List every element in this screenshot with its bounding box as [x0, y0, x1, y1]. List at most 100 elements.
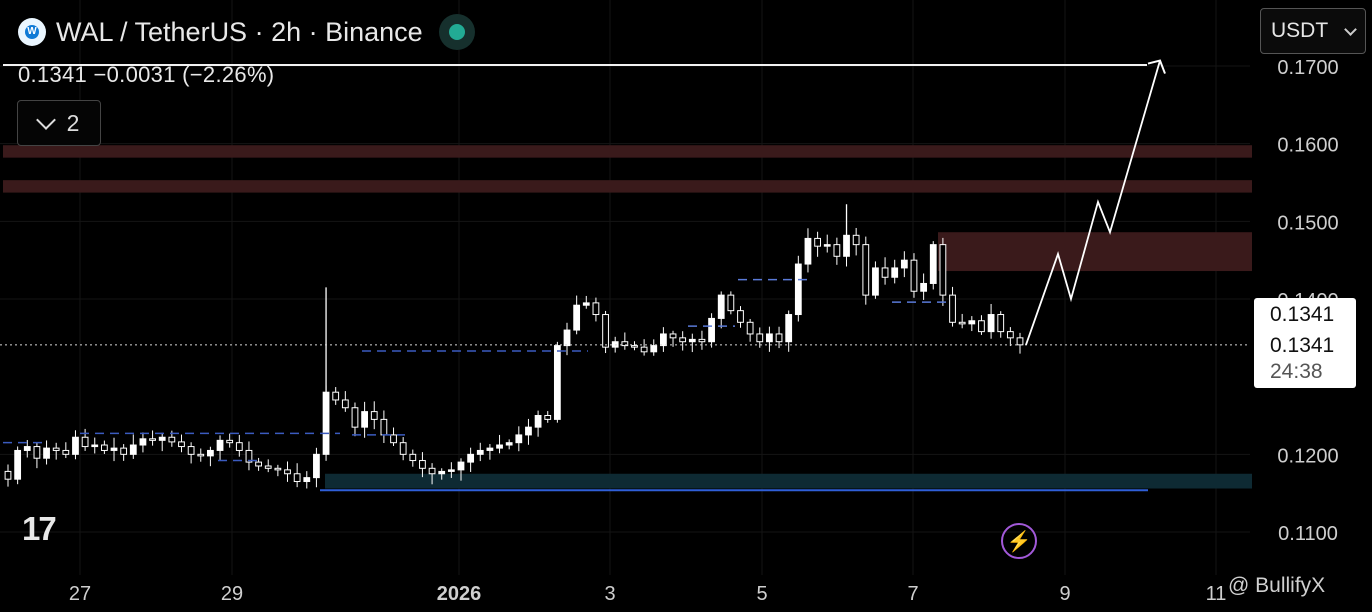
candle-body — [775, 333, 783, 343]
candle-body — [274, 467, 282, 471]
candle-body — [708, 317, 715, 343]
candle-body — [207, 449, 214, 457]
candle-body — [91, 444, 99, 448]
candle-body — [717, 294, 725, 319]
currency-selector[interactable]: USDT — [1260, 8, 1366, 54]
candle-body — [264, 465, 272, 469]
candle-body — [284, 469, 291, 475]
candle-body — [659, 333, 667, 347]
candle-body — [332, 391, 340, 401]
candle-body — [178, 441, 185, 448]
symbol-header[interactable]: W WAL / TetherUS · 2h · Binance — [18, 14, 475, 50]
time-tick-label: 3 — [604, 583, 615, 605]
candle-body — [746, 321, 754, 335]
candle-body — [62, 449, 70, 455]
chevron-down-icon — [1344, 22, 1357, 36]
tradingview-logo[interactable]: 17 — [22, 510, 57, 547]
price-zone — [938, 232, 1252, 272]
bar-countdown: 24:38 — [1270, 360, 1323, 383]
candle-body — [216, 439, 224, 451]
candle-body — [4, 470, 12, 480]
price-tick-label: 0.1500 — [1277, 212, 1338, 234]
candle-body — [958, 321, 966, 325]
price-tick-label: 0.1600 — [1277, 135, 1338, 157]
candle-body — [756, 333, 764, 343]
candle-body — [351, 407, 359, 428]
candle-body — [457, 461, 465, 471]
candle-body — [33, 446, 41, 459]
candle-body — [100, 444, 108, 451]
candle-body — [592, 302, 600, 316]
candle-body — [447, 469, 455, 472]
time-tick-label: 27 — [69, 583, 91, 605]
candle-body — [72, 436, 79, 455]
candle-body — [862, 244, 870, 296]
candle-body — [245, 449, 253, 463]
candle-body — [313, 453, 320, 479]
candle-body — [968, 320, 976, 325]
candle-body — [197, 453, 205, 457]
candlesticks — [4, 204, 1024, 489]
candle-body — [1006, 331, 1014, 339]
candle-body — [168, 436, 176, 443]
candle-body — [129, 444, 137, 455]
candle-body — [669, 333, 677, 339]
lightning-icon[interactable]: ⚡ — [1001, 523, 1037, 559]
candle-body — [949, 294, 956, 323]
candle-body — [23, 446, 31, 451]
candle-body — [766, 333, 773, 343]
candle-body — [370, 411, 378, 420]
price-tick-label: 0.1200 — [1277, 445, 1338, 467]
candle-body — [110, 447, 118, 451]
candle-body — [573, 304, 581, 331]
candle-body — [399, 442, 407, 455]
candle-body — [621, 341, 629, 347]
candle-body — [52, 447, 60, 451]
price-tick-label: 0.1100 — [1278, 523, 1338, 545]
candle-body — [987, 314, 995, 333]
candle-body — [688, 338, 696, 343]
candle-body — [997, 314, 1005, 333]
candle-body — [727, 294, 735, 312]
candle-body — [978, 320, 985, 333]
candle-body — [814, 237, 821, 247]
time-tick-label: 29 — [221, 583, 243, 605]
candle-body — [881, 267, 889, 278]
chart-overlays — [0, 59, 1250, 462]
candle-body — [563, 329, 571, 347]
price-tick-label: 0.1700 — [1277, 57, 1338, 79]
indicators-toggle-button[interactable]: 2 — [17, 100, 101, 146]
chart-zones — [3, 145, 1252, 492]
status-dot-icon — [448, 24, 465, 40]
candle-body — [438, 470, 446, 475]
candle-body — [149, 438, 156, 441]
candle-body — [794, 263, 802, 316]
candle-body — [81, 436, 89, 448]
candle-body — [737, 310, 744, 323]
candle-body — [525, 426, 532, 436]
candle-body — [553, 345, 561, 420]
candle-body — [496, 444, 503, 449]
candle-body — [43, 447, 50, 459]
last-price-label: 0.1341 0.1341 24:38 — [1254, 298, 1356, 388]
price-change-readout: 0.1341 −0.0031 (−2.26%) — [18, 62, 275, 87]
candle-body — [833, 244, 841, 257]
time-scale: 27 29 2026 3 5 7 9 11 — [69, 583, 1227, 605]
candle-body — [640, 346, 648, 353]
price-zone — [3, 145, 1252, 158]
candle-body — [293, 473, 301, 483]
candle-body — [544, 415, 552, 420]
time-tick-label: 9 — [1059, 583, 1070, 605]
time-tick-label: 2026 — [437, 583, 482, 605]
candle-body — [534, 415, 542, 428]
candle-body — [910, 259, 918, 292]
candle-body — [467, 453, 475, 463]
market-status-indicator[interactable] — [438, 14, 475, 50]
candle-body — [698, 338, 706, 343]
chevron-down-icon — [35, 110, 56, 130]
candle-body — [409, 453, 417, 462]
candle-body — [419, 460, 426, 469]
candle-body — [120, 447, 128, 455]
projection-arrow-icon — [1147, 59, 1166, 74]
